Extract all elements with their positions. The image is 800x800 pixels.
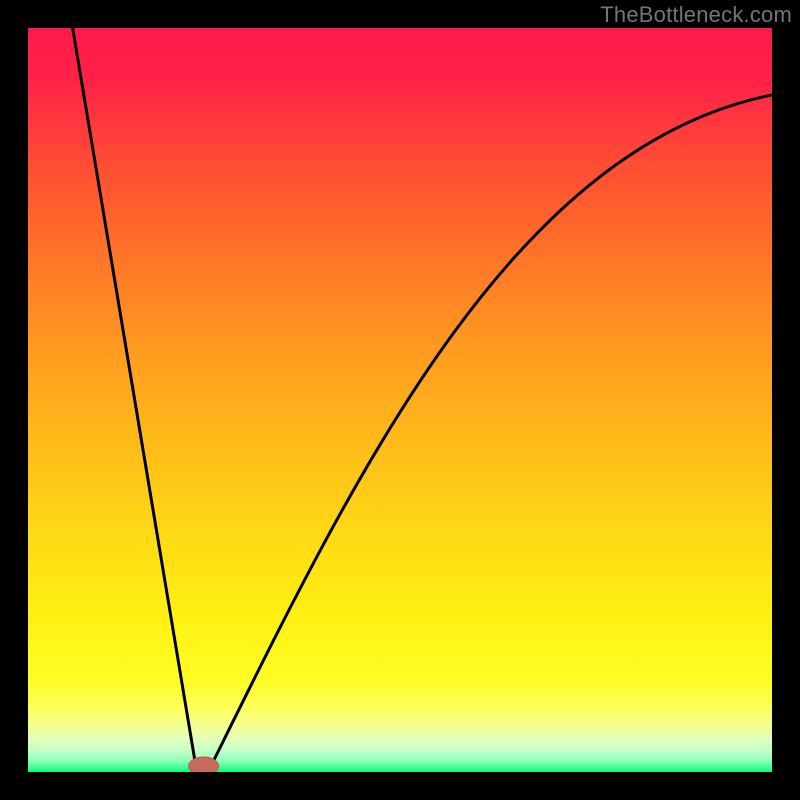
watermark-text: TheBottleneck.com (600, 2, 792, 28)
chart-container: TheBottleneck.com (0, 0, 800, 800)
chart-background-gradient (28, 28, 772, 772)
bottleneck-chart (0, 0, 800, 800)
